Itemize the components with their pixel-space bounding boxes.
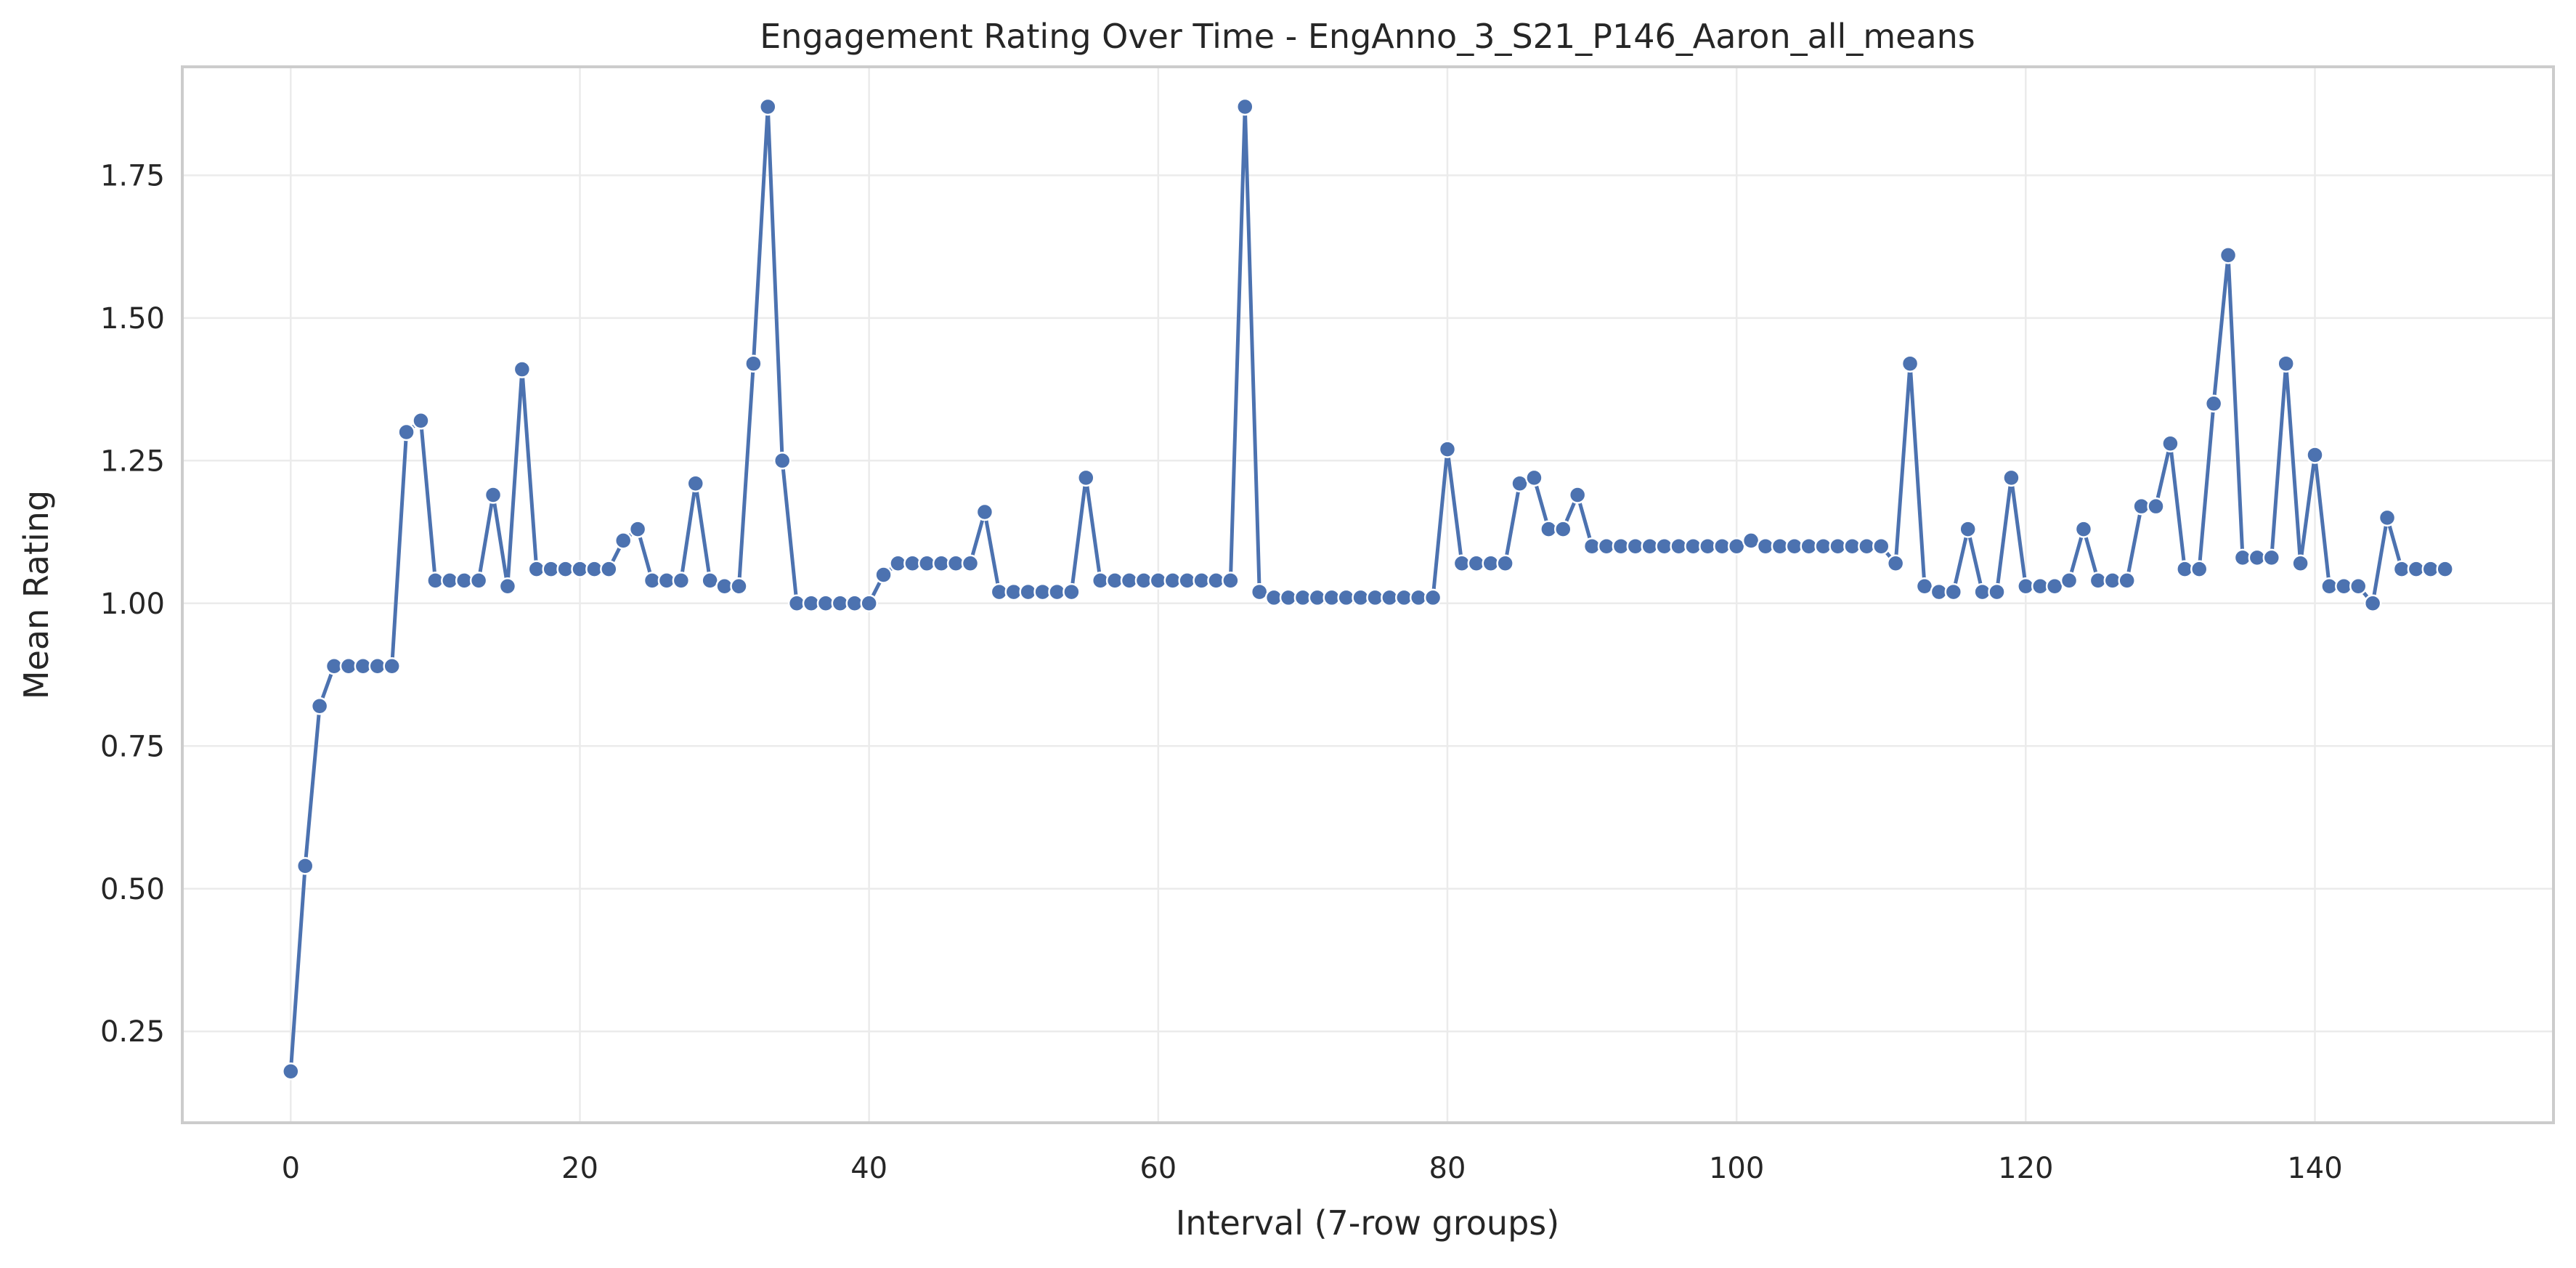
data-point	[282, 1062, 300, 1081]
data-point	[672, 572, 691, 590]
data-point	[1438, 440, 1457, 458]
y-tick-label: 0.25	[100, 1015, 165, 1049]
data-point	[469, 572, 488, 590]
data-point	[961, 554, 980, 573]
x-tick-label: 100	[1709, 1152, 1764, 1185]
gridlines	[182, 67, 2553, 1123]
data-point	[1525, 468, 1543, 487]
y-tick-label: 1.25	[100, 444, 165, 478]
data-point	[759, 97, 777, 116]
data-point	[860, 594, 878, 613]
x-tick-label: 0	[282, 1152, 300, 1185]
x-tick-label: 140	[2287, 1152, 2342, 1185]
data-point	[412, 412, 430, 430]
x-tick-label: 80	[1429, 1152, 1466, 1185]
data-point	[2074, 520, 2093, 538]
data-point	[484, 486, 503, 504]
y-axis-title: Mean Rating	[17, 490, 56, 699]
x-axis-title: Interval (7-row groups)	[1176, 1203, 1559, 1243]
data-point	[2291, 554, 2309, 573]
data-point	[1901, 354, 1919, 373]
data-point	[2190, 560, 2209, 578]
data-point	[730, 577, 748, 596]
x-tick-label: 20	[561, 1152, 598, 1185]
data-point	[1063, 582, 1081, 601]
data-point	[975, 503, 994, 521]
data-point	[2262, 548, 2281, 567]
data-point	[2306, 446, 2324, 464]
data-point	[2204, 394, 2223, 412]
data-point	[2060, 572, 2079, 590]
data-point	[2349, 577, 2368, 596]
x-tick-label: 60	[1139, 1152, 1177, 1185]
data-point	[1568, 486, 1587, 504]
data-point	[513, 360, 532, 378]
series-layer	[282, 97, 2454, 1081]
y-tick-label: 1.75	[100, 159, 165, 192]
data-point	[383, 657, 401, 675]
data-point	[1236, 97, 1254, 116]
data-point	[1959, 520, 1977, 538]
plot-frame	[181, 65, 2555, 1124]
data-point	[2002, 468, 2020, 487]
data-point	[773, 452, 792, 470]
data-point	[296, 857, 314, 875]
data-point	[2219, 246, 2238, 264]
x-tick-label: 120	[1998, 1152, 2053, 1185]
data-point	[1944, 582, 1963, 601]
data-point	[686, 474, 705, 492]
y-tick-label: 1.50	[100, 302, 165, 336]
data-point	[1496, 554, 1514, 573]
data-point	[874, 566, 893, 584]
tick-labels: 0 20 40 60 80 100 120 140 0.25 0.50 0.75 1.00 1.25 1.…	[100, 159, 2343, 1185]
y-tick-label: 0.75	[100, 730, 165, 763]
data-point	[1222, 572, 1240, 590]
data-point	[744, 354, 763, 373]
data-point	[600, 560, 618, 578]
data-point	[397, 423, 415, 442]
data-point	[628, 520, 647, 538]
x-tick-label: 40	[850, 1152, 887, 1185]
data-point	[614, 532, 633, 550]
data-point	[1077, 468, 1095, 487]
data-point	[1423, 588, 1442, 607]
data-point	[310, 697, 329, 715]
data-point	[1886, 554, 1905, 573]
data-point	[1872, 537, 1890, 556]
data-point	[2378, 508, 2397, 527]
data-point	[2118, 572, 2136, 590]
data-point	[2147, 497, 2165, 516]
data-point	[1554, 520, 1572, 538]
data-point	[2363, 594, 2382, 613]
y-tick-label: 0.50	[100, 873, 165, 906]
data-point	[2161, 434, 2179, 452]
data-point	[2277, 354, 2295, 373]
y-tick-label: 1.00	[100, 588, 165, 621]
data-point	[498, 577, 517, 596]
data-point	[1988, 582, 2006, 601]
chart-title: Engagement Rating Over Time - EngAnno_3_…	[760, 17, 1975, 56]
data-point	[2436, 560, 2454, 578]
